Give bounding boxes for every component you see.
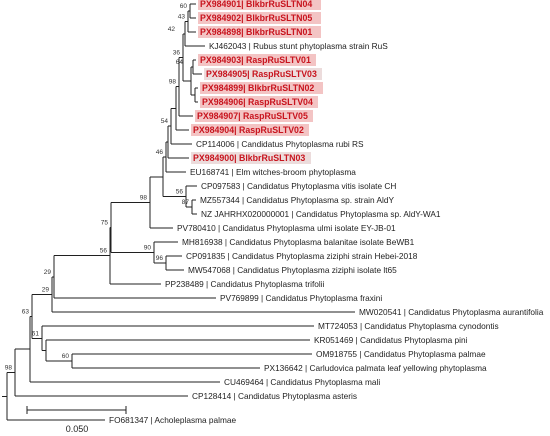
support-value: 54 [161, 118, 169, 125]
leaf-label: PX984900| BlkbrRuSLTN03 [193, 153, 305, 163]
leaf-label: PX984899| BlkbrRuSLTN02 [202, 83, 314, 93]
leaf-label: CP114006 | Candidatus Phytoplasma rubi R… [196, 139, 364, 149]
leaf-label: CP097583 | Candidatus Phytoplasma vitis … [201, 181, 396, 191]
leaf-label: MZ557344 | Candidatus Phytoplasma sp. st… [200, 195, 394, 205]
leaf-label: PX136642 | Carludovica palmata leaf yell… [264, 363, 487, 373]
leaf-label: MW020541 | Candidatus Phytoplasma aurant… [359, 307, 544, 317]
leaf-label-layer: PX984901| BlkbrRuSLTN04 PX984902| BlkbrRu… [109, 0, 544, 425]
leaf-label: MW547068 | Candidatus Phytoplasma ziziph… [188, 265, 397, 275]
leaf-label: PX984898| BlkbrRuSLTN01 [200, 27, 312, 37]
support-value-layer: 60 43 64 42 36 98 54 46 56 87 98 90 96 75 56 29 29 63 61 60… [5, 3, 190, 372]
leaf-highlight [191, 152, 311, 164]
support-value: 43 [178, 14, 186, 21]
scale-bar-label: 0.050 [66, 424, 89, 434]
leaf-label: EU168741 | Elm witches-broom phytoplasma [190, 167, 356, 177]
leaf-label: PX984905| RaspRuSLTV03 [206, 69, 317, 79]
support-value: 63 [22, 308, 30, 315]
leaf-label: PX984903| RaspRuSLTV01 [200, 55, 311, 65]
support-value: 56 [176, 189, 184, 196]
leaf-label: PX984907| RaspRuSLTV05 [197, 111, 308, 121]
leaf-label: MH816938 | Candidatus Phytoplasma balani… [182, 237, 415, 247]
branch-layer [2, 3, 355, 421]
scale-bar: 0.050 [26, 406, 127, 434]
support-value: 98 [140, 194, 148, 201]
support-value: 29 [44, 269, 52, 276]
support-value: 61 [32, 330, 40, 337]
leaf-highlight [204, 68, 322, 80]
leaf-label: OM918755 | Candidatus Phytoplasma palmae [316, 349, 486, 359]
leaf-highlight [191, 124, 309, 136]
leaf-label: KJ462043 | Rubus stunt phytoplasma strai… [209, 41, 388, 51]
leaf-highlight [195, 110, 313, 122]
support-value: 46 [156, 149, 164, 156]
support-value: 56 [100, 248, 108, 255]
leaf-highlight [200, 96, 318, 108]
leaf-label: KR051469 | Candidatus Phytoplasma pini [314, 335, 468, 345]
leaf-label: PX984902| BlkbrRuSLTN05 [200, 13, 312, 23]
support-value: 36 [173, 49, 181, 56]
support-value: 87 [182, 199, 190, 206]
leaf-label: NZ JAHRHX020000001 | Candidatus Phytopla… [201, 209, 441, 219]
support-value: 90 [144, 245, 152, 252]
leaf-highlight [198, 26, 321, 38]
leaf-highlight [198, 54, 316, 66]
leaf-label: PX984901| BlkbrRuSLTN04 [200, 0, 312, 9]
support-value: 96 [156, 255, 164, 262]
leaf-label: CU469464 | Candidatus Phytoplasma mali [224, 377, 380, 387]
support-value: 42 [168, 26, 176, 33]
support-value: 98 [169, 79, 177, 86]
support-value: 64 [176, 59, 184, 66]
leaf-highlight [200, 82, 323, 94]
leaf-label: FO681347 | Acholeplasma palmae [109, 415, 237, 425]
support-value: 29 [42, 286, 50, 293]
leaf-highlight [198, 0, 321, 10]
leaf-label: CP091835 | Candidatus Phytoplasma ziziph… [186, 251, 418, 261]
leaf-label: PX984906| RaspRuSLTV04 [202, 97, 313, 107]
support-value: 60 [62, 353, 70, 360]
leaf-label: MT724053 | Candidatus Phytoplasma cynodo… [318, 321, 499, 331]
support-value: 75 [101, 219, 109, 226]
leaf-label: CP128414 | Candidatus Phytoplasma asteri… [192, 391, 357, 401]
leaf-label: PX984904| RaspRuSLTV02 [193, 125, 304, 135]
leaf-highlight [198, 12, 321, 24]
support-value: 60 [180, 3, 188, 10]
leaf-label: PV780410 | Candidatus Phytoplasma ulmi i… [177, 223, 396, 233]
leaf-label: PP238489 | Candidatus Phytoplasma trifol… [165, 279, 325, 289]
highlight-layer [191, 0, 323, 164]
support-value: 98 [5, 365, 13, 372]
leaf-label: PV769899 | Candidatus Phytoplasma fraxin… [220, 293, 382, 303]
